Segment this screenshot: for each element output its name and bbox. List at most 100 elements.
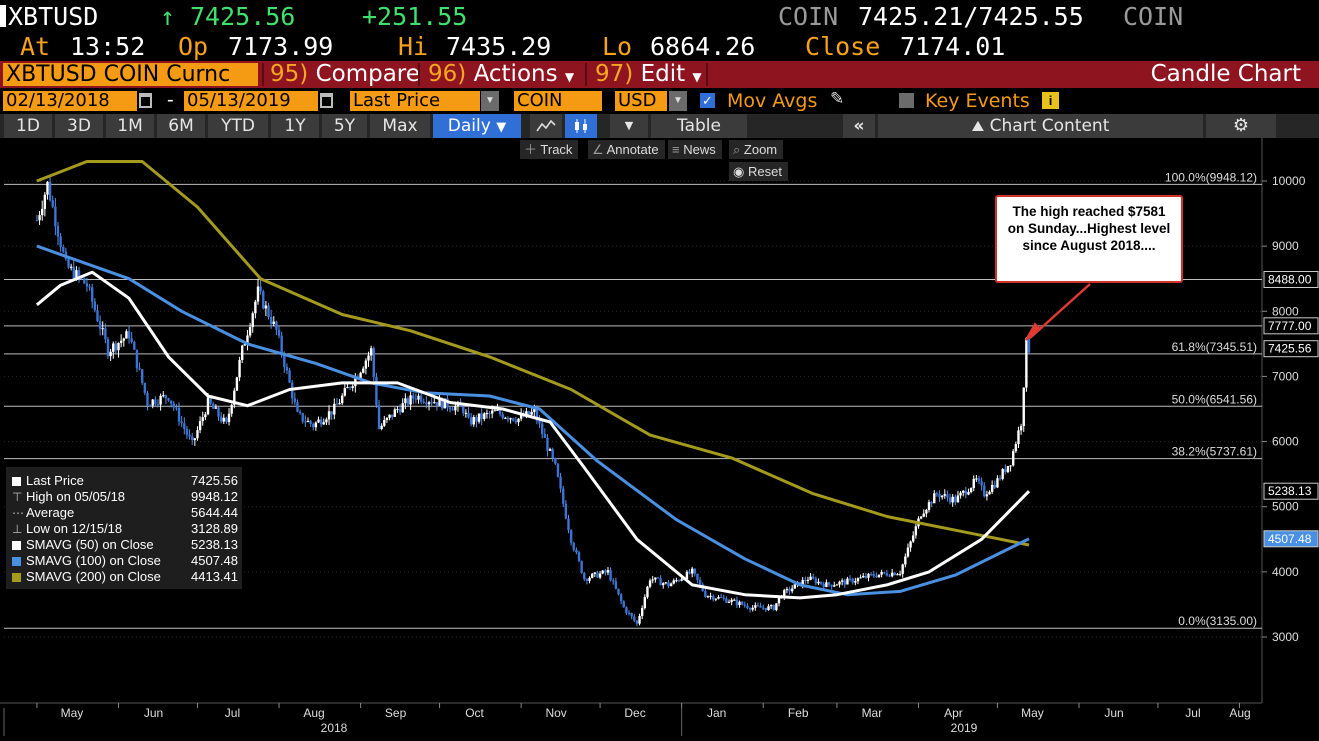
- bid-ask: 7425.21/7425.55: [858, 2, 1084, 31]
- candle-chart-icon[interactable]: [565, 114, 597, 138]
- price-field-dropdown-icon[interactable]: ▼: [481, 91, 499, 111]
- candle-body: [222, 417, 225, 422]
- key-events-checkbox[interactable]: [899, 93, 914, 108]
- candle-body: [306, 420, 310, 422]
- toolbar-divider: [706, 63, 708, 86]
- period-3d[interactable]: 3D: [55, 114, 103, 138]
- candle-body: [896, 574, 899, 576]
- candle-body: [627, 612, 631, 614]
- calendar-icon[interactable]: [139, 93, 152, 108]
- candle-body: [533, 409, 536, 412]
- candle-body: [309, 420, 312, 425]
- period-1y[interactable]: 1Y: [271, 114, 319, 138]
- legend-name: SMAVG (100) on Close: [26, 553, 161, 568]
- callout-arrow-head: [1025, 322, 1042, 341]
- period-ytd[interactable]: YTD: [208, 114, 268, 138]
- candle-body: [714, 598, 718, 600]
- candle-body: [1022, 387, 1025, 427]
- candle-body: [1014, 444, 1018, 452]
- security-field[interactable]: XBTUSD COIN Curnc: [3, 63, 258, 86]
- candle-body: [156, 404, 160, 406]
- price-tag-label: 7425.56: [1268, 342, 1312, 356]
- candle-body: [490, 410, 494, 414]
- period-5y[interactable]: 5Y: [322, 114, 367, 138]
- candle-body: [346, 387, 349, 389]
- compare-button[interactable]: 95) Compare: [270, 61, 420, 88]
- candle-body: [125, 331, 128, 339]
- line-chart-icon[interactable]: [530, 114, 562, 138]
- x-tick-label: Jul: [225, 706, 240, 720]
- price-field-select[interactable]: Last Price: [350, 91, 480, 111]
- candle-body: [777, 597, 781, 604]
- x-tick-label: Feb: [788, 706, 809, 720]
- candle-body: [259, 286, 262, 292]
- candle-body: [285, 367, 289, 371]
- x-tick-label: Jul: [1185, 706, 1200, 720]
- candle-body: [417, 395, 420, 400]
- table-button[interactable]: Table: [651, 114, 747, 138]
- annotate-tool[interactable]: ∠ Annotate: [588, 140, 665, 159]
- candle-body: [919, 516, 923, 519]
- currency-dropdown-icon[interactable]: ▼: [669, 91, 687, 111]
- calendar-icon[interactable]: [320, 93, 333, 108]
- candle-body: [35, 220, 39, 222]
- info-icon[interactable]: i: [1042, 92, 1059, 109]
- candle-body: [433, 402, 436, 404]
- candle-body: [438, 398, 441, 406]
- chart-type-dropdown-icon[interactable]: ▼: [610, 114, 648, 138]
- candle-body: [614, 581, 618, 589]
- candle-body: [727, 601, 731, 603]
- end-date-field[interactable]: 05/13/2019: [184, 91, 318, 111]
- candle-body: [109, 351, 112, 357]
- period-6m[interactable]: 6M: [157, 114, 205, 138]
- start-date-field[interactable]: 02/13/2018: [3, 91, 137, 111]
- legend-name: Average: [26, 505, 75, 520]
- candle-body: [233, 390, 236, 405]
- candle-body: [41, 208, 44, 216]
- candle-body: [193, 438, 197, 441]
- mov-avgs-checkbox[interactable]: ✓: [700, 93, 715, 108]
- track-tool[interactable]: ＋ Track: [520, 140, 579, 159]
- period-1m[interactable]: 1M: [106, 114, 154, 138]
- chart-content-button[interactable]: ⛰ Chart Content: [878, 114, 1203, 138]
- candle-body: [693, 568, 697, 574]
- candle-body: [238, 360, 241, 378]
- candle-body: [317, 419, 320, 423]
- pencil-icon[interactable]: ✎: [830, 89, 845, 108]
- settings-gear-icon[interactable]: ⚙: [1206, 114, 1276, 138]
- reset-label: Reset: [747, 164, 782, 179]
- candle-body: [833, 585, 836, 587]
- candle-chart[interactable]: 100.0%(9948.12) 61.8%(7345.51) 50.0%(6541.…: [0, 138, 1319, 741]
- actions-button[interactable]: 96) Actions ▼: [428, 61, 574, 88]
- candle-body: [475, 417, 478, 422]
- collapse-icon[interactable]: «: [843, 114, 875, 138]
- candle-body: [369, 348, 373, 356]
- candle-body: [648, 580, 652, 587]
- candle-body: [925, 509, 928, 514]
- zoom-tool[interactable]: ⌕ Zoom: [729, 140, 784, 159]
- toolbar-divider: [262, 63, 264, 86]
- candle-body: [548, 449, 552, 451]
- candle-body: [1027, 338, 1031, 353]
- candle-body: [530, 411, 533, 415]
- currency-field[interactable]: USD: [615, 91, 667, 111]
- period-max[interactable]: Max: [370, 114, 430, 138]
- edit-button[interactable]: 97) Edit ▼: [595, 61, 702, 88]
- news-tool[interactable]: ≡ News: [668, 140, 722, 159]
- legend-name: High on 05/05/18: [26, 489, 126, 504]
- candle-body: [264, 305, 268, 309]
- reset-tool[interactable]: ◉ Reset: [729, 162, 788, 181]
- candle-body: [122, 338, 125, 341]
- period-1d[interactable]: 1D: [4, 114, 52, 138]
- frequency-select[interactable]: Daily ▼: [433, 114, 521, 138]
- source-field[interactable]: COIN: [514, 91, 602, 111]
- candle-body: [827, 582, 831, 585]
- candle-body: [517, 418, 520, 423]
- candle-body: [912, 535, 915, 542]
- candle-body: [909, 541, 912, 548]
- candle-body: [485, 413, 489, 415]
- candle-body: [733, 599, 736, 601]
- candle-body: [825, 582, 828, 587]
- candle-body: [622, 601, 625, 608]
- candle-body: [914, 526, 918, 536]
